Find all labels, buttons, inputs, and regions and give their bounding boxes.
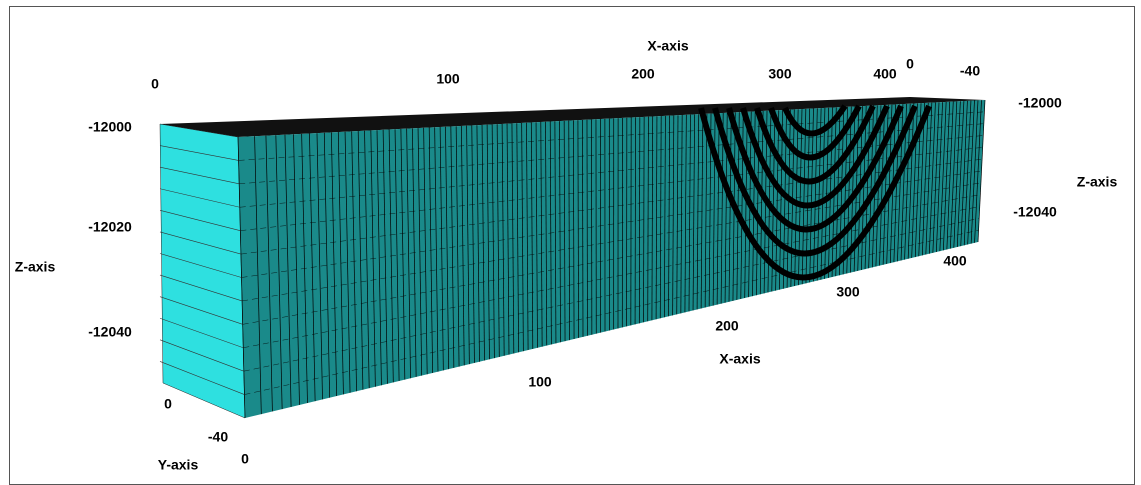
axis-title: Z-axis <box>1077 174 1118 190</box>
mesh-line <box>159 361 245 395</box>
tick-label: 0 <box>906 56 914 72</box>
tick-label: -40 <box>208 429 228 445</box>
tick-label: 200 <box>715 318 739 334</box>
mesh-line <box>159 296 243 325</box>
mesh-line <box>242 182 981 302</box>
mesh-line <box>159 188 240 208</box>
tick-label: 0 <box>241 451 249 467</box>
tick-label: -12000 <box>88 119 132 135</box>
mesh-line <box>239 135 984 208</box>
mesh-line <box>406 128 411 379</box>
mesh-line <box>240 158 983 255</box>
mesh-line <box>159 166 240 185</box>
tick-label: -40 <box>960 63 980 79</box>
axis-title: Z-axis <box>15 259 56 275</box>
mesh-line <box>455 126 460 367</box>
mesh-line <box>664 115 666 318</box>
left-face <box>159 123 246 419</box>
tick-label: 100 <box>528 374 552 390</box>
mesh-line <box>445 126 449 370</box>
mesh-arc <box>754 104 876 185</box>
top-face <box>160 97 985 137</box>
mesh-line <box>159 145 239 161</box>
mesh-line <box>434 127 439 372</box>
axis-title: X-axis <box>719 351 760 367</box>
tick-label: 100 <box>436 71 460 87</box>
mesh-line <box>563 120 566 342</box>
mesh-arc <box>740 104 890 209</box>
mesh-line <box>159 339 244 372</box>
mesh-arc <box>698 104 932 281</box>
mesh-line <box>376 130 382 386</box>
tick-label: 200 <box>631 66 655 82</box>
mesh-line <box>394 129 400 382</box>
axis-title: X-axis <box>647 38 688 54</box>
tick-label: 0 <box>164 396 172 412</box>
mesh-line <box>159 231 241 255</box>
mesh <box>159 99 986 419</box>
mesh-line <box>265 135 273 412</box>
tick-label: -12040 <box>88 324 132 340</box>
tick-label: -12000 <box>1018 95 1062 111</box>
tick-label: 400 <box>943 253 967 269</box>
mesh-line <box>159 274 243 302</box>
mesh-line <box>159 210 241 231</box>
mesh-arc <box>712 104 918 257</box>
tick-label: -12040 <box>1013 204 1057 220</box>
mesh-line <box>323 132 331 398</box>
mesh-line <box>545 121 548 346</box>
mesh-line <box>254 136 262 415</box>
mesh-line <box>243 206 980 348</box>
mesh-line <box>238 111 985 161</box>
mesh-line <box>159 253 242 278</box>
mesh-line <box>275 135 283 410</box>
mesh-arc <box>768 104 862 161</box>
mesh-line <box>316 133 323 400</box>
mesh-line <box>344 131 351 393</box>
mesh-line <box>692 114 695 311</box>
mesh-line <box>364 130 370 389</box>
tick-label: -12020 <box>88 219 132 235</box>
mesh-line <box>535 122 538 348</box>
mesh-arc <box>782 104 848 137</box>
tick-label: 300 <box>836 284 860 300</box>
mesh-line <box>466 125 470 365</box>
mesh-arc <box>726 104 904 233</box>
tick-label: 0 <box>151 76 159 92</box>
mesh-line <box>284 134 292 407</box>
mesh-line <box>159 317 244 349</box>
mesh-line <box>244 229 979 395</box>
mesh-line <box>643 116 645 323</box>
tick-label: 300 <box>768 66 792 82</box>
mesh-line <box>554 121 557 344</box>
axis-title: Y-axis <box>158 457 199 473</box>
tick-label: 400 <box>873 66 897 82</box>
